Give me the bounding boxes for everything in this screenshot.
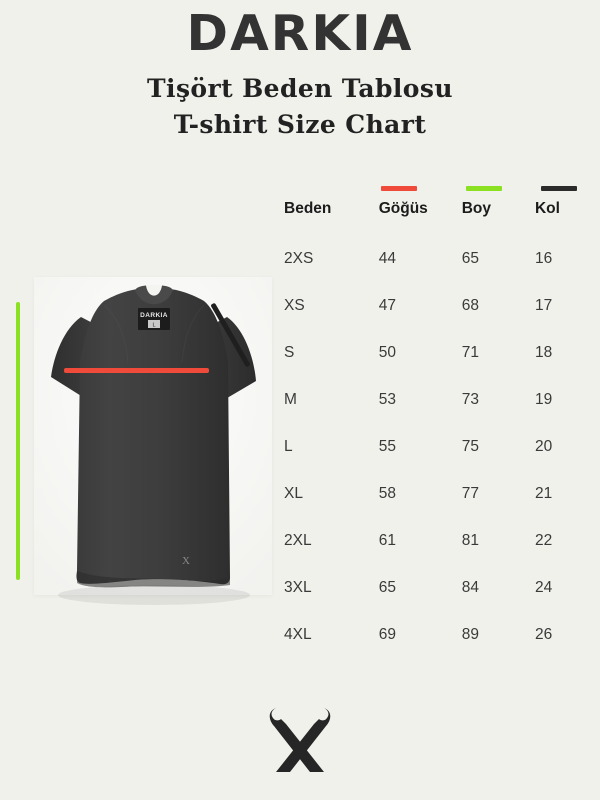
cell-sleeve: 21 [534,485,553,502]
chest-measure-line [64,368,209,373]
cell-size: 3XL [284,579,312,596]
cell-size: XL [284,485,303,502]
length-accent-bar [466,186,502,191]
cell-size: 2XS [284,250,314,267]
table-row: XL 58 77 21 [284,485,574,532]
table-row: 4XL 69 89 26 [284,626,574,673]
column-accent-bars [284,186,577,200]
cell-length: 73 [461,391,479,408]
subtitle-english: T-shirt Size Chart [173,109,427,139]
cell-sleeve: 20 [534,438,553,455]
cell-length: 84 [461,579,479,596]
size-chart-table: Beden Göğüs Boy Kol 2XS 44 65 16 XS 47 6… [284,186,577,673]
cell-sleeve: 16 [534,250,553,267]
cell-size: XS [284,297,305,314]
cell-sleeve: 18 [534,344,553,361]
neck-label-tag: DARKIA L [138,308,170,330]
table-row: S 50 71 18 [284,344,574,391]
cell-size: L [284,438,293,455]
table-header-row: Beden Göğüs Boy Kol [284,200,574,250]
footer-x-logo [262,700,338,780]
svg-text:L: L [152,323,155,329]
cell-chest: 69 [378,626,396,643]
column-header-gogus: Göğüs [378,200,428,217]
column-header-boy: Boy [461,200,492,217]
cell-size: 4XL [284,626,312,643]
cell-length: 89 [461,626,479,643]
length-measure-line [16,302,20,580]
cell-chest: 65 [378,579,396,596]
column-header-beden: Beden [284,200,332,217]
cell-length: 77 [461,485,479,502]
cell-sleeve: 22 [534,532,553,549]
brand-wordmark: DARKIA [186,5,414,62]
sleeve-accent-bar [541,186,577,191]
svg-text:DARKIA: DARKIA [140,312,168,319]
cell-chest: 50 [378,344,396,361]
cell-sleeve: 17 [534,297,553,314]
cell-length: 65 [461,250,479,267]
table-row: L 55 75 20 [284,438,574,485]
cell-sleeve: 26 [534,626,553,643]
cell-chest: 53 [378,391,396,408]
cell-chest: 55 [378,438,396,455]
tshirt-illustration: DARKIA L X [34,277,272,605]
table-row: XS 47 68 17 [284,297,574,344]
cell-length: 68 [461,297,479,314]
cell-sleeve: 19 [534,391,553,408]
chest-accent-bar [381,186,417,191]
cell-chest: 44 [378,250,396,267]
cell-size: M [284,391,297,408]
hem-x-logo: X [182,555,190,567]
cell-length: 71 [461,344,479,361]
subtitle-turkish: Tişört Beden Tablosu [147,74,453,104]
table-row: 2XS 44 65 16 [284,250,574,297]
table-row: 2XL 61 81 22 [284,532,574,579]
tshirt-image: DARKIA L X [34,277,272,607]
x-logo-icon [269,708,331,772]
cell-chest: 47 [378,297,396,314]
table-row: M 53 73 19 [284,391,574,438]
page-header: DARKIA Tişört Beden Tablosu T-shirt Size… [0,0,600,138]
cell-length: 75 [461,438,479,455]
cell-size: 2XL [284,532,312,549]
cell-size: S [284,344,295,361]
cell-chest: 58 [378,485,396,502]
column-header-kol: Kol [534,200,560,217]
cell-chest: 61 [378,532,396,549]
table-row: 3XL 65 84 24 [284,579,574,626]
cell-length: 81 [461,532,479,549]
cell-sleeve: 24 [534,579,553,596]
